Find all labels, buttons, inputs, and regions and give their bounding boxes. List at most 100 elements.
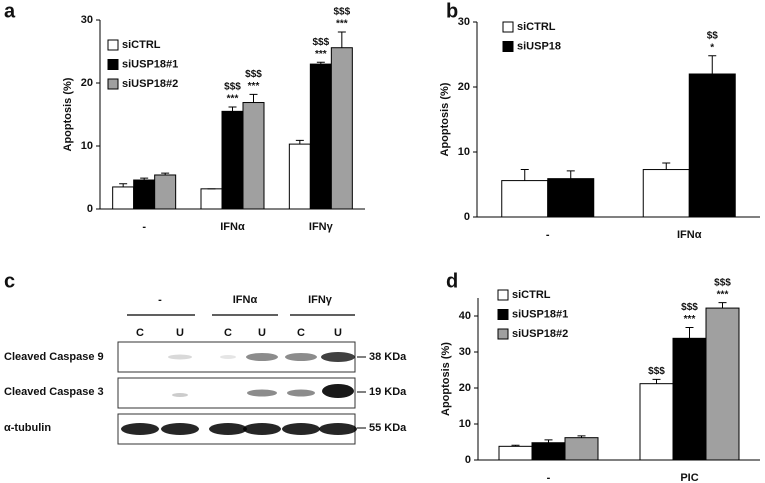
bar xyxy=(547,178,595,218)
bar xyxy=(242,102,265,210)
lane-label: U xyxy=(176,327,184,339)
blot-strips xyxy=(117,341,366,445)
legend-swatch xyxy=(107,78,119,90)
y-axis-label: Apoptosis (%) xyxy=(62,77,74,151)
blot-group: IFNγ xyxy=(308,294,333,306)
y-tick-label: 10 xyxy=(81,140,93,152)
lane-label: C xyxy=(224,327,232,339)
bar xyxy=(288,143,311,210)
error-bar xyxy=(228,106,237,112)
significance-label: $$$ xyxy=(714,277,731,288)
lane-label: U xyxy=(334,327,342,339)
significance-label: $$$ xyxy=(312,37,329,48)
y-tick-label: 20 xyxy=(81,77,93,89)
error-bar xyxy=(662,162,671,170)
bar xyxy=(154,174,177,210)
y-axis-label: Apoptosis (%) xyxy=(440,342,452,416)
y-tick-label: 0 xyxy=(465,454,471,466)
bar xyxy=(309,63,332,210)
lane-label: U xyxy=(258,327,266,339)
error-bar xyxy=(520,169,529,181)
legend-swatch xyxy=(107,39,119,51)
y-tick-label: 30 xyxy=(459,346,471,358)
legend-swatch xyxy=(497,289,509,301)
legend-label: siUSP18#1 xyxy=(122,58,178,70)
panel-letter: a xyxy=(4,0,16,22)
blot-size: 19 KDa xyxy=(369,386,407,398)
blot-row-label: α-tubulin xyxy=(4,422,51,434)
blot-row-label: Cleaved Caspase 3 xyxy=(4,386,104,398)
legend-label: siUSP18#2 xyxy=(122,78,178,90)
panel-letter: b xyxy=(446,0,458,22)
x-tick-label: - xyxy=(547,472,551,483)
x-tick-label: - xyxy=(142,221,146,233)
legend-label: siUSP18 xyxy=(517,40,561,52)
legend-swatch xyxy=(107,59,119,70)
bar xyxy=(221,110,244,210)
y-tick-label: 30 xyxy=(458,16,470,28)
error-bar xyxy=(316,61,325,65)
error-bar xyxy=(161,172,170,175)
legend-label: siUSP18#2 xyxy=(512,328,568,340)
bar xyxy=(133,179,156,210)
bar xyxy=(330,47,353,210)
error-bar xyxy=(511,444,520,447)
y-tick-label: 0 xyxy=(464,211,470,223)
blot-group: IFNα xyxy=(233,294,258,306)
significance-label: * xyxy=(710,42,714,53)
significance-label: $$$ xyxy=(224,82,241,93)
error-bar xyxy=(718,302,727,309)
panel-letter: c xyxy=(4,270,15,292)
legend-swatch xyxy=(502,41,514,52)
significance-label: *** xyxy=(684,314,696,325)
bar xyxy=(200,188,223,210)
x-tick-label: PIC xyxy=(680,472,698,483)
error-bar xyxy=(140,177,149,181)
x-tick-label: IFNα xyxy=(677,229,702,241)
y-tick-label: 20 xyxy=(459,382,471,394)
blot-row-label: Cleaved Caspase 9 xyxy=(4,351,104,363)
blot-size: 38 KDa xyxy=(369,351,407,363)
error-bar xyxy=(685,327,694,339)
legend-swatch xyxy=(497,328,509,340)
significance-label: *** xyxy=(248,81,260,92)
significance-label: $$$ xyxy=(245,69,262,80)
error-bar xyxy=(652,378,661,384)
significance-label: *** xyxy=(315,49,327,60)
significance-label: $$$ xyxy=(333,7,350,18)
legend-swatch xyxy=(497,309,509,320)
error-bar xyxy=(566,170,575,179)
legend-label: siCTRL xyxy=(517,21,556,33)
significance-label: $$$ xyxy=(681,302,698,313)
bar xyxy=(501,180,549,218)
bar xyxy=(639,383,674,461)
bar xyxy=(112,186,135,210)
y-tick-label: 10 xyxy=(459,418,471,430)
legend-label: siCTRL xyxy=(122,39,161,51)
legend-label: siUSP18#1 xyxy=(512,308,568,320)
y-tick-label: 10 xyxy=(458,146,470,158)
x-tick-label: - xyxy=(546,229,550,241)
legend-swatch xyxy=(502,21,514,33)
x-tick-label: IFNα xyxy=(220,221,245,233)
lane-label: C xyxy=(136,327,144,339)
y-axis-label: Apoptosis (%) xyxy=(439,82,451,156)
error-bar xyxy=(249,93,258,103)
bar xyxy=(564,437,599,461)
error-bar xyxy=(708,55,717,74)
error-bar xyxy=(119,183,128,187)
error-bar xyxy=(577,435,586,438)
bar xyxy=(642,169,690,218)
panel-letter: d xyxy=(446,270,458,292)
bar xyxy=(688,73,736,218)
error-bar xyxy=(295,139,304,145)
bar xyxy=(705,307,740,461)
error-bar xyxy=(544,439,553,443)
significance-label: *** xyxy=(227,94,239,105)
bar xyxy=(672,337,707,461)
bar xyxy=(498,445,533,461)
lane-label: C xyxy=(297,327,305,339)
y-tick-label: 0 xyxy=(87,203,93,215)
bar xyxy=(531,442,566,461)
